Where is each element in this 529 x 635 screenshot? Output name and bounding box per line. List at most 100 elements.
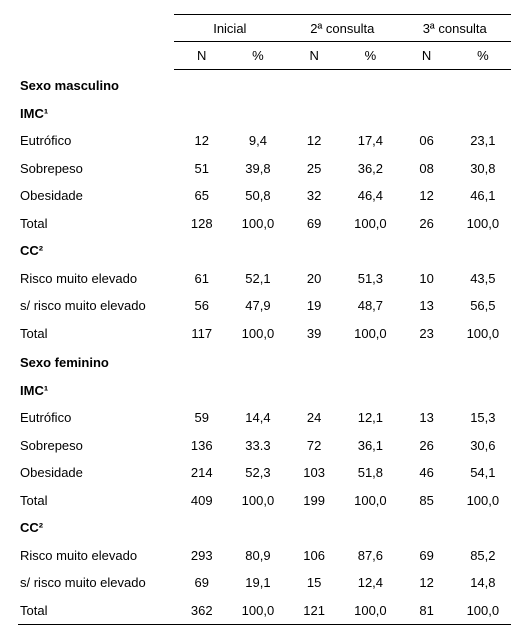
cell: 293	[174, 542, 230, 570]
cell: 17,4	[342, 127, 398, 155]
section-title: Sexo feminino	[18, 347, 511, 377]
row-label: s/ risco muito elevado	[18, 569, 174, 597]
row-label: Sobrepeso	[18, 155, 174, 183]
cell: 128	[174, 210, 230, 238]
cell: 08	[399, 155, 455, 183]
cell: 14,4	[230, 404, 286, 432]
cell: 65	[174, 182, 230, 210]
cell: 51	[174, 155, 230, 183]
table-row: Eutrófico 12 9,4 12 17,4 06 23,1	[18, 127, 511, 155]
block-title: IMC¹	[18, 377, 511, 405]
row-label: Total	[18, 320, 174, 348]
cell: 36,2	[342, 155, 398, 183]
cell: 48,7	[342, 292, 398, 320]
block-title: IMC¹	[18, 100, 511, 128]
cell: 19	[286, 292, 342, 320]
cell: 214	[174, 459, 230, 487]
row-label: Total	[18, 210, 174, 238]
cell: 32	[286, 182, 342, 210]
cell: 23	[399, 320, 455, 348]
cell: 100,0	[455, 597, 511, 625]
cell: 54,1	[455, 459, 511, 487]
cell: 100,0	[342, 320, 398, 348]
col-sub-p-0: %	[230, 41, 286, 70]
cell: 100,0	[455, 210, 511, 238]
table-row: Sobrepeso 51 39,8 25 36,2 08 30,8	[18, 155, 511, 183]
col-sub-n-2: N	[399, 41, 455, 70]
cell: 106	[286, 542, 342, 570]
cell: 100,0	[455, 320, 511, 348]
cell: 72	[286, 432, 342, 460]
table-row: s/ risco muito elevado 56 47,9 19 48,7 1…	[18, 292, 511, 320]
cell: 12	[286, 127, 342, 155]
cell: 13	[399, 292, 455, 320]
cell: 51,8	[342, 459, 398, 487]
cell: 36,1	[342, 432, 398, 460]
cell: 52,1	[230, 265, 286, 293]
row-label: Total	[18, 487, 174, 515]
cell: 69	[286, 210, 342, 238]
cell: 30,6	[455, 432, 511, 460]
cell: 69	[174, 569, 230, 597]
cell: 117	[174, 320, 230, 348]
col-group-2: 3ª consulta	[399, 15, 512, 42]
col-sub-n-1: N	[286, 41, 342, 70]
cell: 87,6	[342, 542, 398, 570]
cell: 12,1	[342, 404, 398, 432]
cell: 69	[399, 542, 455, 570]
cell: 10	[399, 265, 455, 293]
cell: 46	[399, 459, 455, 487]
block-title: CC²	[18, 514, 511, 542]
cell: 100,0	[230, 487, 286, 515]
cell: 52,3	[230, 459, 286, 487]
cell: 56	[174, 292, 230, 320]
cell: 39,8	[230, 155, 286, 183]
row-label: s/ risco muito elevado	[18, 292, 174, 320]
cell: 100,0	[342, 210, 398, 238]
cell: 13	[399, 404, 455, 432]
row-label: Obesidade	[18, 459, 174, 487]
cell: 100,0	[342, 597, 398, 625]
row-label: Sobrepeso	[18, 432, 174, 460]
block-title: CC²	[18, 237, 511, 265]
row-label: Eutrófico	[18, 127, 174, 155]
col-sub-p-1: %	[342, 41, 398, 70]
cell: 12	[399, 569, 455, 597]
table-row: Risco muito elevado 293 80,9 106 87,6 69…	[18, 542, 511, 570]
cell: 50,8	[230, 182, 286, 210]
cell: 103	[286, 459, 342, 487]
cell: 47,9	[230, 292, 286, 320]
table-row: Risco muito elevado 61 52,1 20 51,3 10 4…	[18, 265, 511, 293]
table-row-total: Total 362 100,0 121 100,0 81 100,0	[18, 597, 511, 625]
nutrition-table: Inicial 2ª consulta 3ª consulta N % N % …	[18, 14, 511, 625]
cell: 362	[174, 597, 230, 625]
table-row: Sobrepeso 136 33.3 72 36,1 26 30,6	[18, 432, 511, 460]
cell: 85,2	[455, 542, 511, 570]
cell: 26	[399, 210, 455, 238]
cell: 46,1	[455, 182, 511, 210]
cell: 33.3	[230, 432, 286, 460]
cell: 100,0	[455, 487, 511, 515]
row-label: Obesidade	[18, 182, 174, 210]
cell: 30,8	[455, 155, 511, 183]
cell: 39	[286, 320, 342, 348]
table-row: Eutrófico 59 14,4 24 12,1 13 15,3	[18, 404, 511, 432]
cell: 12	[399, 182, 455, 210]
cell: 59	[174, 404, 230, 432]
cell: 100,0	[342, 487, 398, 515]
cell: 23,1	[455, 127, 511, 155]
cell: 15	[286, 569, 342, 597]
cell: 56,5	[455, 292, 511, 320]
row-label: Risco muito elevado	[18, 542, 174, 570]
cell: 100,0	[230, 597, 286, 625]
cell: 12	[174, 127, 230, 155]
cell: 136	[174, 432, 230, 460]
header-row-sub: N % N % N %	[18, 41, 511, 70]
cell: 81	[399, 597, 455, 625]
col-sub-p-2: %	[455, 41, 511, 70]
cell: 14,8	[455, 569, 511, 597]
row-label: Eutrófico	[18, 404, 174, 432]
cell: 9,4	[230, 127, 286, 155]
cell: 199	[286, 487, 342, 515]
cell: 26	[399, 432, 455, 460]
